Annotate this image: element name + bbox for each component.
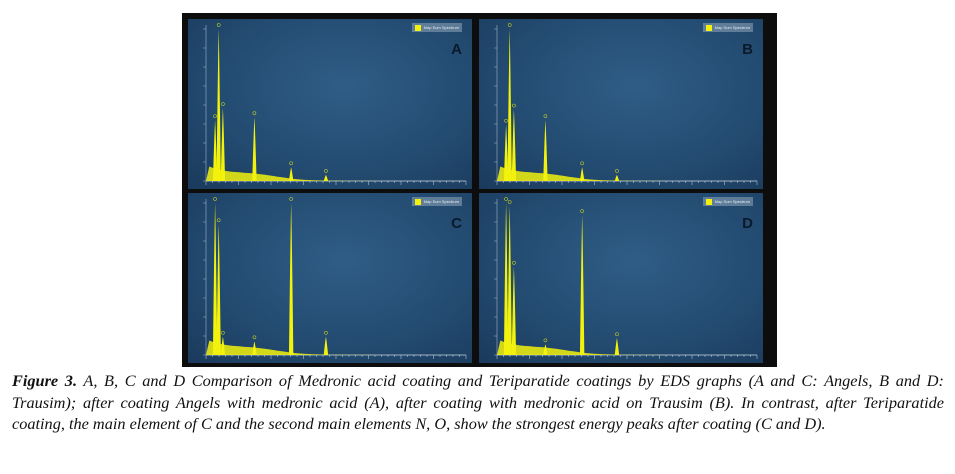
spectrum-peak: [220, 108, 226, 181]
caption-text: A, B, C and D Comparison of Medronic aci…: [12, 371, 944, 433]
peak-marker: [580, 209, 585, 214]
spectrum-plot: [494, 197, 758, 359]
eds-panel-a: Map Sum Spectrum A: [188, 19, 472, 189]
peak-marker: [324, 330, 328, 335]
spectrum-peak: [323, 336, 329, 355]
spectrum-plot: [203, 23, 467, 185]
spectrum-peak: [252, 341, 257, 355]
peak-marker: [615, 332, 619, 337]
eds-panel-b: Map Sum Spectrum B: [479, 19, 763, 189]
eds-panel-c: Map Sum Spectrum C: [188, 193, 472, 363]
spectrum-peak: [543, 344, 548, 355]
legend: Map Sum Spectrum: [411, 23, 462, 32]
spectrum-peak: [579, 215, 585, 355]
spectrum-peak: [288, 167, 294, 181]
peak-marker: [221, 330, 225, 335]
legend-text: Map Sum Spectrum: [423, 199, 459, 204]
legend: Map Sum Spectrum: [411, 197, 462, 206]
legend-text: Map Sum Spectrum: [714, 199, 750, 204]
peak-marker: [216, 218, 221, 223]
peak-marker: [615, 169, 619, 173]
spectrum-peak: [323, 174, 329, 181]
peak-marker: [252, 111, 257, 116]
peak-marker: [504, 118, 508, 123]
legend-swatch: [705, 198, 712, 205]
figure-caption: Figure 3. A, B, C and D Comparison of Me…: [12, 370, 944, 435]
legend: Map Sum Spectrum: [702, 197, 753, 206]
peak-marker: [512, 260, 516, 265]
legend-swatch: [414, 24, 421, 31]
peak-marker: [213, 197, 217, 201]
spectrum-peak: [212, 203, 218, 355]
legend-swatch: [705, 24, 712, 31]
peak-marker: [512, 103, 516, 108]
spectrum-peak: [614, 338, 620, 355]
peak-marker: [543, 338, 548, 343]
spectrum-peak: [579, 167, 585, 181]
spectrum-peak: [503, 203, 509, 355]
spectrum-plot: [494, 23, 758, 185]
continuum-area: [206, 340, 466, 355]
peak-marker: [213, 114, 217, 119]
peak-marker: [289, 161, 294, 166]
panel-label-d: D: [742, 215, 753, 232]
spectrum-plot: [203, 197, 467, 359]
peak-marker: [221, 102, 225, 106]
peak-marker: [289, 197, 294, 201]
spectrum-peak: [212, 120, 218, 181]
spectrum-peak: [288, 203, 294, 355]
peak-marker: [252, 335, 257, 340]
eds-panel-d: Map Sum Spectrum D: [479, 193, 763, 363]
panel-label-a: A: [451, 41, 462, 58]
caption-label: Figure 3.: [12, 371, 78, 390]
continuum-area: [206, 166, 466, 181]
peak-marker: [543, 114, 548, 119]
eds-figure: Map Sum Spectrum A Map Sum Spectrum B Ma…: [182, 13, 777, 367]
peak-marker: [324, 169, 328, 173]
panel-label-b: B: [742, 41, 753, 58]
spectrum-peak: [507, 206, 512, 355]
continuum-area: [497, 340, 757, 355]
spectrum-peak: [507, 29, 512, 181]
legend-text: Map Sum Spectrum: [423, 25, 459, 30]
peak-marker: [507, 23, 512, 27]
spectrum-peak: [543, 120, 548, 181]
spectrum-peak: [614, 174, 620, 181]
peak-marker: [507, 200, 512, 204]
peak-marker: [504, 197, 508, 201]
legend: Map Sum Spectrum: [702, 23, 753, 32]
spectrum-peak: [252, 117, 257, 181]
spectrum-peak: [511, 266, 517, 355]
legend-swatch: [414, 198, 421, 205]
spectrum-peak: [220, 336, 226, 355]
peak-marker: [580, 161, 585, 166]
panel-label-c: C: [451, 215, 462, 232]
continuum-area: [497, 166, 757, 181]
spectrum-peak: [503, 124, 509, 181]
legend-text: Map Sum Spectrum: [714, 25, 750, 30]
spectrum-peak: [216, 224, 221, 355]
spectrum-peak: [216, 29, 221, 181]
spectrum-peak: [511, 109, 517, 181]
peak-marker: [216, 23, 221, 27]
